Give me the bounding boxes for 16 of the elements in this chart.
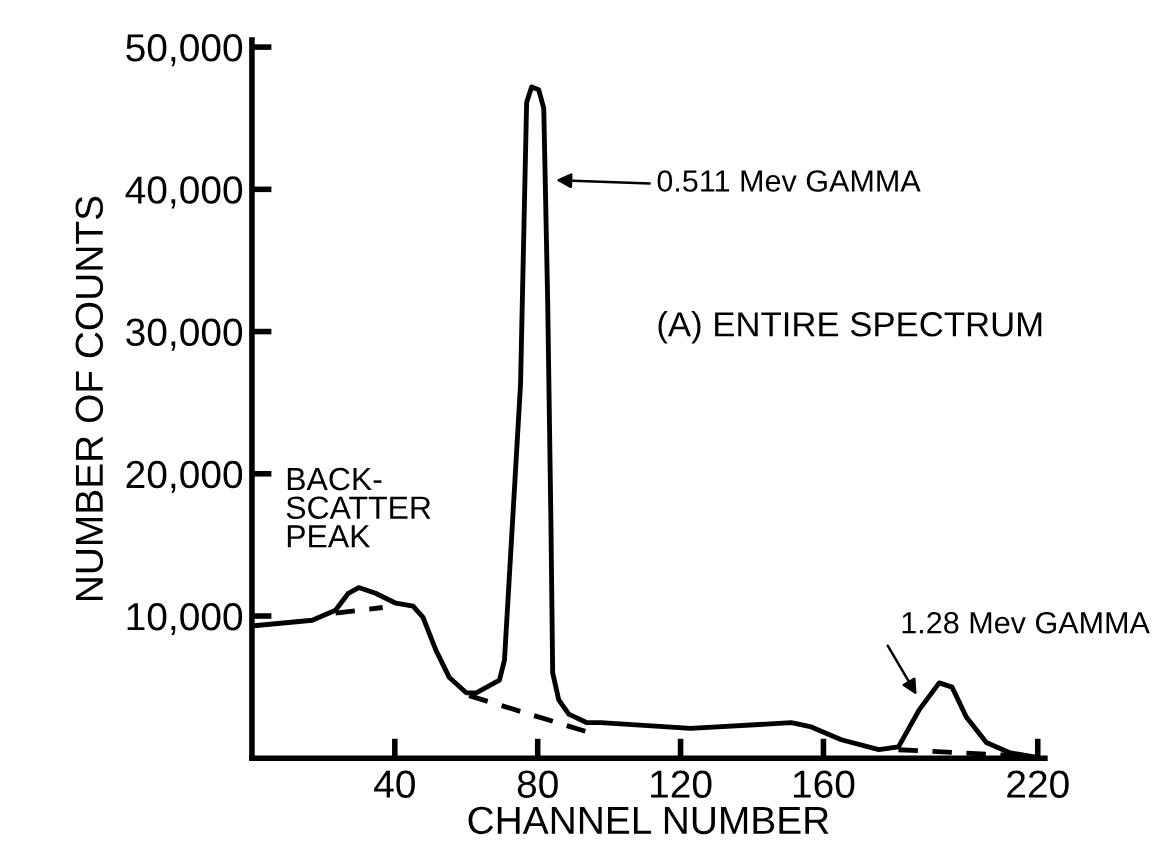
annotation: BACK- SCATTER PEAK	[286, 467, 431, 548]
annotation: 1.28 Mev GAMMA	[902, 611, 1150, 634]
annotation: 0.511 Mev GAMMA	[657, 170, 921, 192]
y-tick-label: 50,000	[126, 34, 243, 67]
y-tick-label: 30,000	[126, 318, 243, 351]
x-tick-label: 80	[517, 770, 558, 798]
y-axis-title: NUMBER OF COUNTS	[75, 196, 104, 601]
y-tick-label: 20,000	[126, 460, 243, 493]
x-tick-label: 120	[651, 770, 712, 798]
x-axis-title: CHANNEL NUMBER	[468, 806, 829, 835]
y-tick-label: 10,000	[127, 602, 243, 636]
x-tick-label: 40	[374, 770, 415, 798]
x-tick-label: 160	[793, 770, 855, 798]
annotation: (A) ENTIRE SPECTRUM	[658, 311, 1042, 344]
y-tick-label: 40,000	[125, 176, 243, 209]
x-tick-label: 220	[1007, 770, 1069, 798]
